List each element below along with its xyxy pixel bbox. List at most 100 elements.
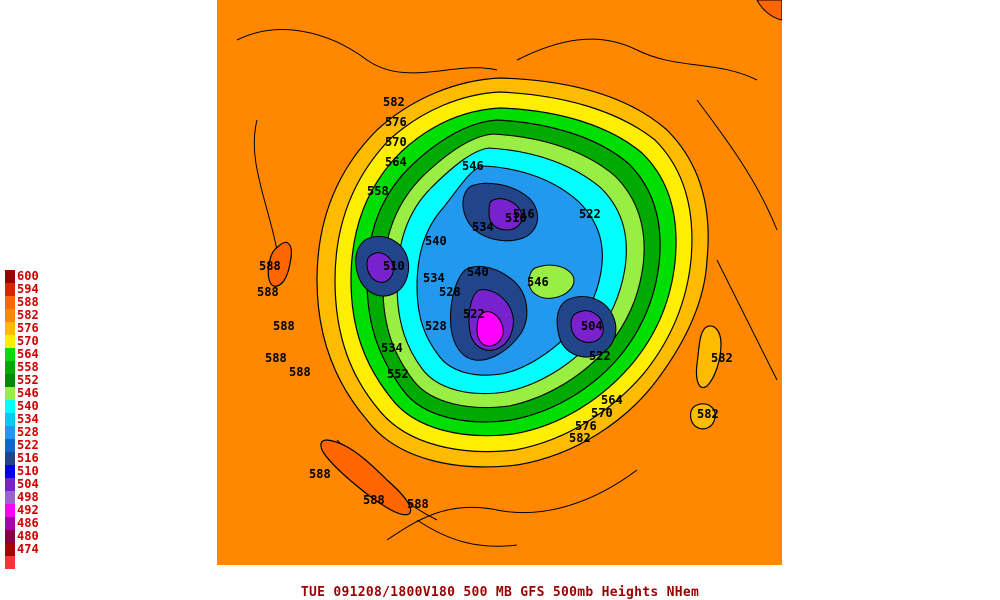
contour-label: 576 <box>575 419 597 433</box>
contour-low-north-core <box>488 198 523 231</box>
legend-swatch <box>5 413 15 426</box>
contour-label: 582 <box>697 407 719 421</box>
legend-swatch <box>5 374 15 387</box>
hemisphere-height-map: 582 576 570 564 558 546 540 534 528 522 516 510 504 5… <box>217 0 782 565</box>
island-outline-4 <box>689 403 716 430</box>
legend-swatch <box>5 283 15 296</box>
legend-swatch <box>5 439 15 452</box>
legend-item: 540 <box>4 400 64 413</box>
contour-label: 534 <box>423 271 445 285</box>
contour-label: 576 <box>385 115 407 129</box>
contour-label: 510 <box>505 211 527 225</box>
legend-label: 546 <box>17 386 39 400</box>
legend-item: 570 <box>4 335 64 348</box>
legend-swatch <box>5 465 15 478</box>
legend-label: 594 <box>17 282 39 296</box>
legend-item: 480 <box>4 530 64 543</box>
legend-item: 552 <box>4 374 64 387</box>
legend-item: 546 <box>4 387 64 400</box>
contour-label: 522 <box>579 207 601 221</box>
legend-swatch <box>5 452 15 465</box>
contour-label: 546 <box>527 275 549 289</box>
contour-label: 582 <box>383 95 405 109</box>
legend-item: 504 <box>4 478 64 491</box>
color-legend: 600 594 588 582 576 570 564 558 552 546 540 534 528 5… <box>4 270 64 570</box>
island-outline-1 <box>267 241 292 287</box>
contour-label: 558 <box>367 184 389 198</box>
legend-label: 582 <box>17 308 39 322</box>
island-outline-2 <box>320 439 412 516</box>
legend-label: 540 <box>17 399 39 413</box>
legend-swatch <box>5 543 15 556</box>
contour-label: 582 <box>711 351 733 365</box>
contour-label: 540 <box>467 265 489 279</box>
legend-item: 564 <box>4 348 64 361</box>
contour-label: 504 <box>581 319 603 333</box>
contour-label: 510 <box>383 259 405 273</box>
map-caption: TUE 091208/1800V180 500 MB GFS 500mb Hei… <box>300 585 700 600</box>
contour-label: 546 <box>462 159 484 173</box>
legend-label: 576 <box>17 321 39 335</box>
contour-low-east-core <box>570 310 604 343</box>
contour-ridge-546 <box>528 264 575 299</box>
contour-label: 588 <box>273 319 295 333</box>
legend-swatch <box>5 478 15 491</box>
legend-item: 498 <box>4 491 64 504</box>
legend-label: 486 <box>17 516 39 530</box>
legend-item: 594 <box>4 283 64 296</box>
legend-swatch <box>5 504 15 517</box>
legend-label: 558 <box>17 360 39 374</box>
island-outline-3 <box>695 325 722 389</box>
contour-label: 522 <box>589 349 611 363</box>
legend-item: 516 <box>4 452 64 465</box>
legend-item <box>4 556 64 569</box>
contour-fills <box>316 77 709 468</box>
legend-item: 576 <box>4 322 64 335</box>
legend-item: 534 <box>4 413 64 426</box>
contour-label: 588 <box>259 259 281 273</box>
legend-item: 522 <box>4 439 64 452</box>
contour-label: 522 <box>463 307 485 321</box>
contour-label: 582 <box>569 431 591 445</box>
coastlines <box>236 29 778 547</box>
legend-label: 528 <box>17 425 39 439</box>
legend-label: 588 <box>17 295 39 309</box>
legend-swatch <box>5 361 15 374</box>
contour-label: 588 <box>363 493 385 507</box>
legend-swatch <box>5 335 15 348</box>
contour-label: 564 <box>385 155 407 169</box>
legend-label: 510 <box>17 464 39 478</box>
legend-item: 492 <box>4 504 64 517</box>
legend-swatch <box>5 491 15 504</box>
contour-label: 588 <box>257 285 279 299</box>
contour-label: 570 <box>385 135 407 149</box>
legend-label: 516 <box>17 451 39 465</box>
legend-swatch <box>5 517 15 530</box>
legend-item: 600 <box>4 270 64 283</box>
legend-swatch <box>5 270 15 283</box>
contour-label: 552 <box>387 367 409 381</box>
map-canvas: 5825765705645585465405345285225165105045… <box>236 0 782 547</box>
contour-label: 534 <box>472 220 494 234</box>
legend-label: 492 <box>17 503 39 517</box>
legend-item: 582 <box>4 309 64 322</box>
legend-label: 552 <box>17 373 39 387</box>
legend-swatch <box>5 322 15 335</box>
legend-label: 480 <box>17 529 39 543</box>
contour-label: 534 <box>381 341 403 355</box>
contour-label: 516 <box>513 207 535 221</box>
legend-item: 474 <box>4 543 64 556</box>
legend-swatch <box>5 556 15 569</box>
legend-swatch <box>5 426 15 439</box>
contour-label: 540 <box>425 234 447 248</box>
contour-label: 570 <box>591 406 613 420</box>
legend-swatch <box>5 309 15 322</box>
corner-high <box>756 0 782 21</box>
contour-label: 588 <box>407 497 429 511</box>
legend-swatch <box>5 348 15 361</box>
contour-label: 528 <box>439 285 461 299</box>
contour-label: 528 <box>425 319 447 333</box>
legend-swatch <box>5 296 15 309</box>
legend-label: 504 <box>17 477 39 491</box>
legend-label: 600 <box>17 269 39 283</box>
